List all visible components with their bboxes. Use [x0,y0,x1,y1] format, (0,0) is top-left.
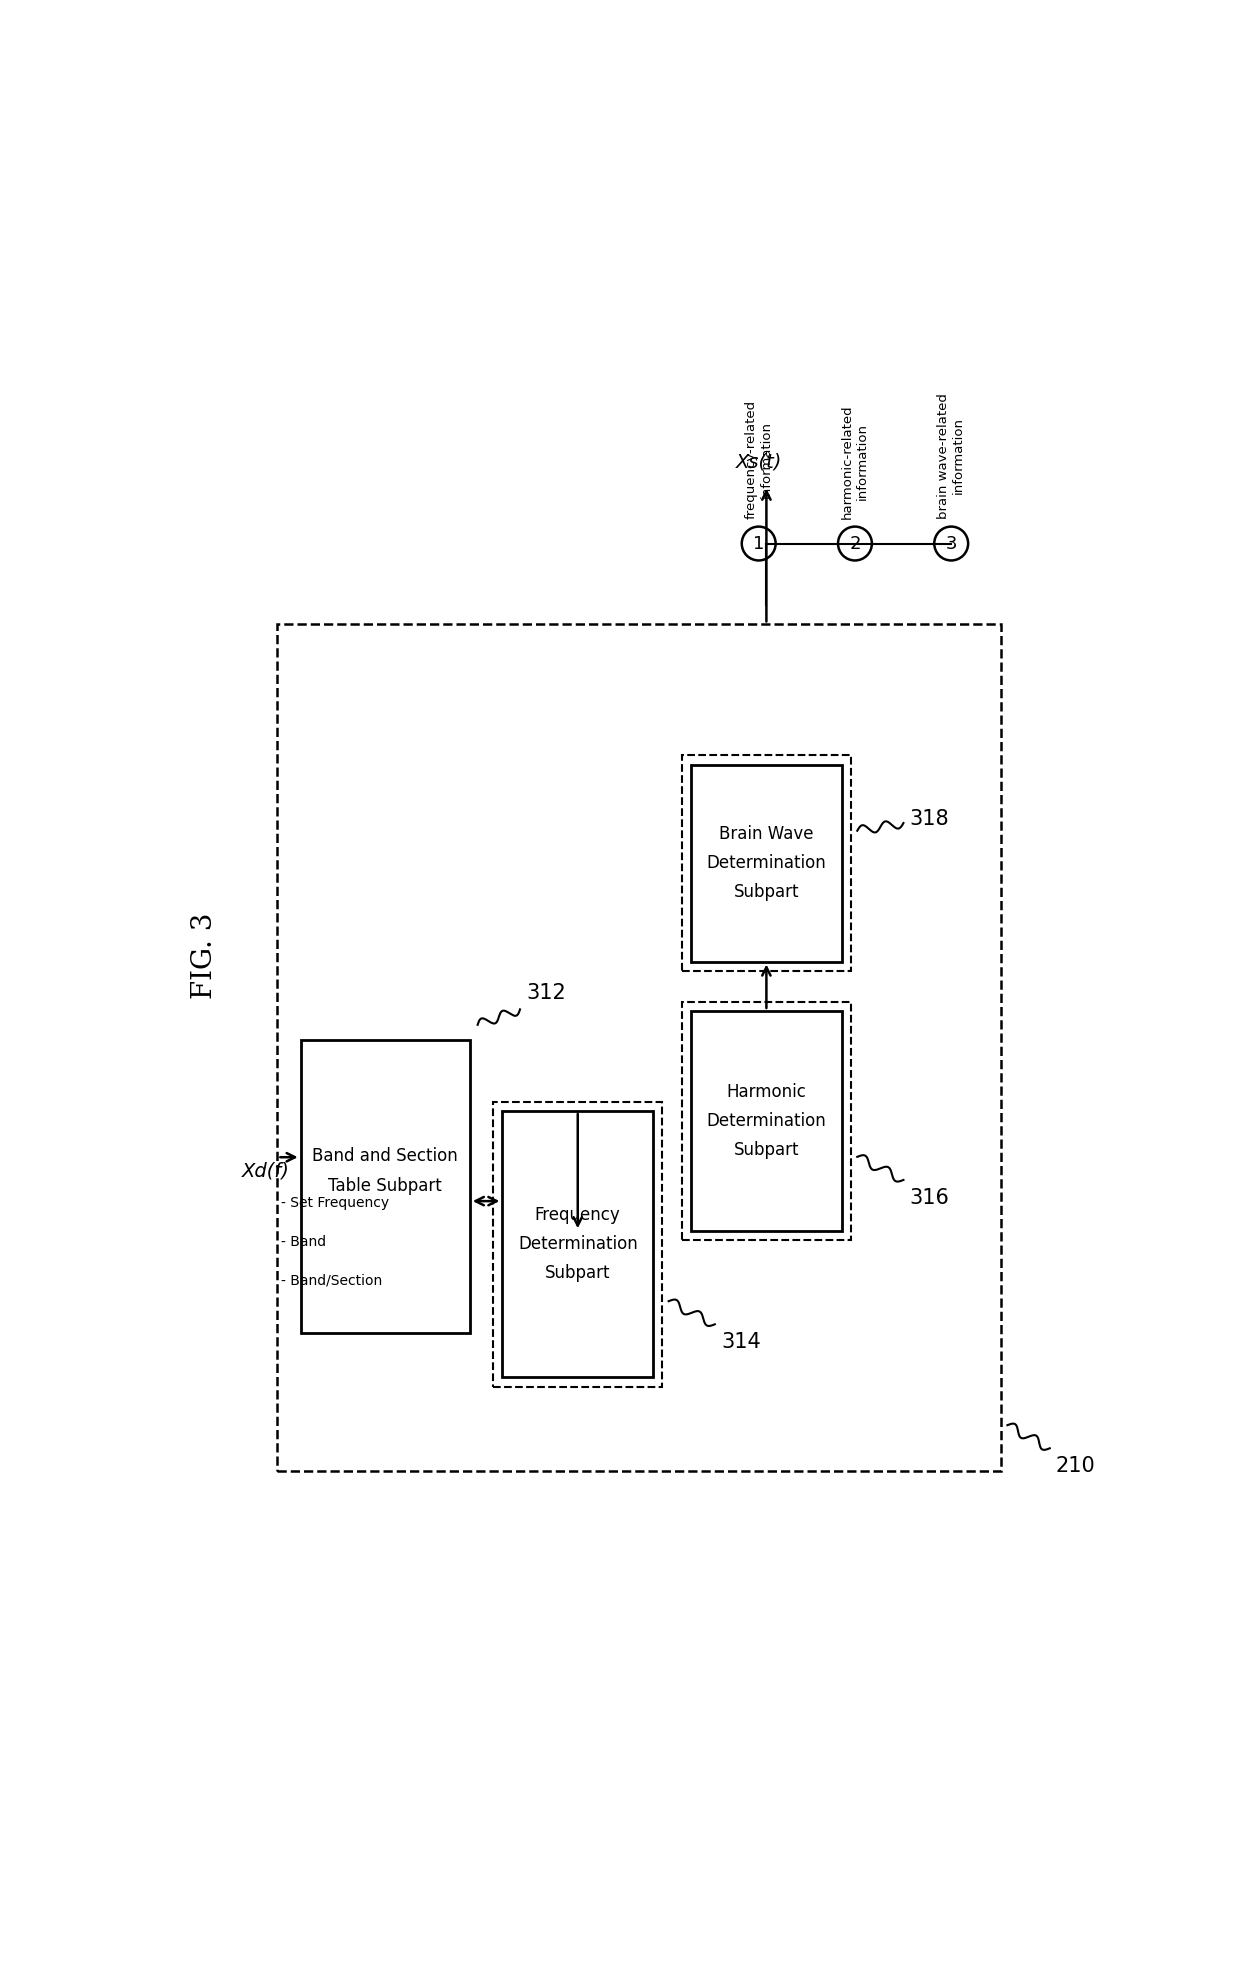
Circle shape [742,527,776,561]
Text: Determination: Determination [518,1235,637,1253]
Text: 314: 314 [720,1332,760,1352]
Text: Band and Section: Band and Section [312,1148,458,1165]
Text: Xd(f): Xd(f) [242,1161,290,1179]
Text: Subpart: Subpart [734,1142,799,1159]
Text: Brain Wave: Brain Wave [719,825,813,842]
Text: 316: 316 [910,1187,950,1207]
Text: brain wave-related
information: brain wave-related information [937,392,965,519]
Text: - Band: - Band [281,1235,326,1249]
Text: harmonic-related
information: harmonic-related information [841,404,869,519]
Text: 3: 3 [945,535,957,553]
Text: Subpart: Subpart [734,884,799,902]
Text: - Set Frequency: - Set Frequency [281,1197,389,1211]
Text: Harmonic: Harmonic [727,1082,806,1100]
Circle shape [838,527,872,561]
Text: Determination: Determination [707,1112,826,1130]
Text: 210: 210 [1056,1457,1096,1477]
Text: - Band/Section: - Band/Section [281,1272,383,1288]
Bar [691,765,842,961]
Bar [494,1102,662,1387]
Text: 312: 312 [526,983,565,1003]
Text: Frequency: Frequency [534,1205,621,1225]
Text: 318: 318 [910,809,950,828]
Text: Xs(t): Xs(t) [735,454,782,472]
Bar [691,1011,842,1231]
Bar [300,1041,470,1332]
Bar [502,1112,653,1377]
Bar [682,755,851,971]
Text: Subpart: Subpart [546,1265,610,1282]
Text: FIG. 3: FIG. 3 [191,912,218,999]
Text: Determination: Determination [707,854,826,872]
Bar [278,624,1001,1471]
Text: Table Subpart: Table Subpart [329,1177,443,1195]
Text: 2: 2 [849,535,861,553]
Text: frequency-related
information: frequency-related information [745,400,773,519]
Circle shape [934,527,968,561]
Text: 1: 1 [753,535,764,553]
Bar [682,1001,851,1241]
